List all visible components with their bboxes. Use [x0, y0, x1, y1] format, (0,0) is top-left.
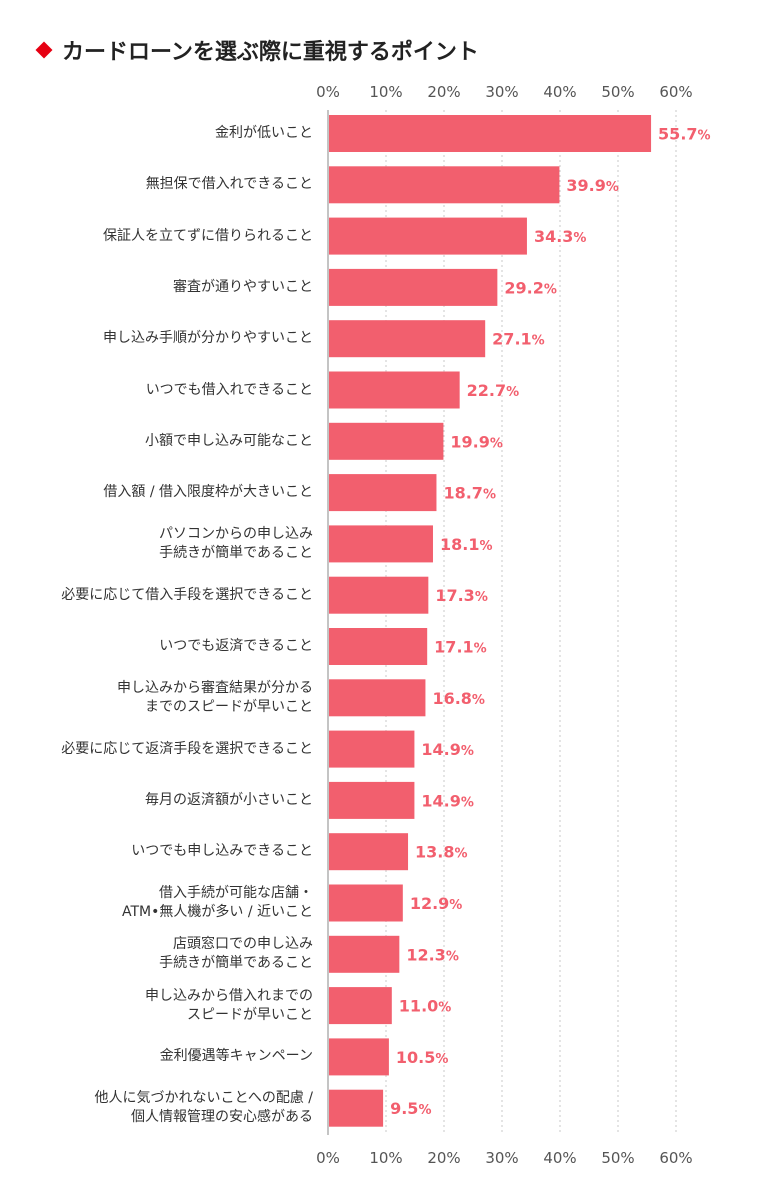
- bar: [329, 628, 428, 665]
- bar: [329, 1089, 384, 1127]
- x-tick-label-top: 20%: [427, 83, 460, 101]
- value-label: 39.9%: [566, 176, 619, 195]
- value-label: 12.3%: [406, 945, 459, 964]
- category-label: 毎月の返済額が小さいこと: [145, 791, 313, 808]
- value-label: 12.9%: [410, 894, 463, 913]
- value-label: 27.1%: [492, 330, 545, 349]
- value-label: 16.8%: [432, 689, 485, 708]
- category-label: 必要に応じて返済手段を選択できること: [61, 740, 313, 757]
- value-label: 55.7%: [658, 125, 711, 144]
- category-label: いつでも借入れできること: [145, 381, 313, 398]
- category-label: パソコンからの申し込み 手続きが簡単であること: [159, 525, 313, 561]
- x-tick-label-top: 0%: [316, 83, 340, 101]
- bar: [329, 679, 426, 717]
- x-tick-label-bottom: 30%: [485, 1149, 518, 1167]
- x-tick-label-bottom: 10%: [369, 1149, 402, 1167]
- x-tick-label-bottom: 60%: [659, 1149, 692, 1167]
- category-label: 金利優遇等キャンペーン: [159, 1048, 313, 1065]
- x-tick-label-bottom: 0%: [316, 1149, 340, 1167]
- category-label: 借入額 / 借入限度枠が大きいこと: [103, 484, 313, 501]
- bar: [329, 576, 429, 614]
- category-label: 無担保で借入れできること: [145, 176, 313, 193]
- category-label: 保証人を立てずに借りられること: [103, 227, 313, 244]
- category-label: 金利が低いこと: [215, 125, 313, 141]
- value-label: 9.5%: [390, 1099, 431, 1118]
- category-label: 店頭窓口での申し込み 手続きが簡単であること: [159, 936, 313, 972]
- bar: [329, 833, 409, 871]
- bar: [329, 320, 486, 358]
- category-label: 申し込みから借入れまでの スピードが早いこと: [145, 987, 313, 1023]
- value-label: 13.8%: [415, 843, 468, 862]
- x-tick-label-top: 40%: [543, 83, 576, 101]
- value-label: 19.9%: [450, 432, 503, 451]
- bar: [329, 884, 403, 922]
- bar: [329, 525, 433, 563]
- bar: [329, 166, 560, 204]
- value-label: 17.1%: [434, 638, 487, 657]
- category-label: いつでも申し込みできること: [131, 843, 313, 860]
- x-tick-label-top: 60%: [659, 83, 692, 101]
- value-label: 14.9%: [421, 740, 474, 759]
- x-tick-label-top: 10%: [369, 83, 402, 101]
- value-label: 14.9%: [421, 791, 474, 810]
- bar: [329, 217, 527, 255]
- category-label: 小額で申し込み可能なこと: [145, 432, 313, 449]
- bar: [329, 422, 444, 460]
- category-label: 借入手続が可能な店舗・ ATM•無人機が多い / 近いこと: [122, 885, 313, 920]
- bar: [329, 115, 652, 152]
- category-label: 審査が通りやすいこと: [173, 278, 313, 295]
- value-label: 22.7%: [467, 381, 520, 400]
- title-row: カードローンを選ぶ際に重視するポイント: [36, 34, 479, 66]
- value-label: 17.3%: [435, 586, 488, 605]
- category-label: 申し込み手順が分かりやすいこと: [103, 330, 313, 347]
- bar: [329, 781, 415, 819]
- value-label: 29.2%: [504, 278, 557, 297]
- category-label: 他人に気づかれないことへの配慮 / 個人情報管理の安心感がある: [94, 1090, 313, 1126]
- value-label: 34.3%: [534, 227, 587, 246]
- category-label: 申し込みから審査結果が分かる までのスピードが早いこと: [117, 679, 313, 715]
- bar: [329, 987, 392, 1025]
- bar: [329, 268, 498, 306]
- value-label: 11.0%: [399, 997, 452, 1016]
- value-label: 18.7%: [443, 484, 496, 503]
- value-label: 18.1%: [440, 535, 493, 554]
- bar: [329, 474, 437, 512]
- x-tick-label-bottom: 40%: [543, 1149, 576, 1167]
- x-tick-label-top: 30%: [485, 83, 518, 101]
- bar: [329, 371, 460, 409]
- value-label: 10.5%: [396, 1048, 449, 1067]
- x-tick-label-bottom: 50%: [601, 1149, 634, 1167]
- x-tick-label-bottom: 20%: [427, 1149, 460, 1167]
- category-label: 必要に応じて借入手段を選択できること: [61, 586, 313, 603]
- category-label: いつでも返済できること: [159, 638, 313, 654]
- bar: [329, 730, 415, 768]
- x-tick-label-top: 50%: [601, 83, 634, 101]
- bar: [329, 1038, 389, 1076]
- bar: [329, 935, 400, 973]
- chart-title: カードローンを選ぶ際に重視するポイント: [62, 40, 479, 65]
